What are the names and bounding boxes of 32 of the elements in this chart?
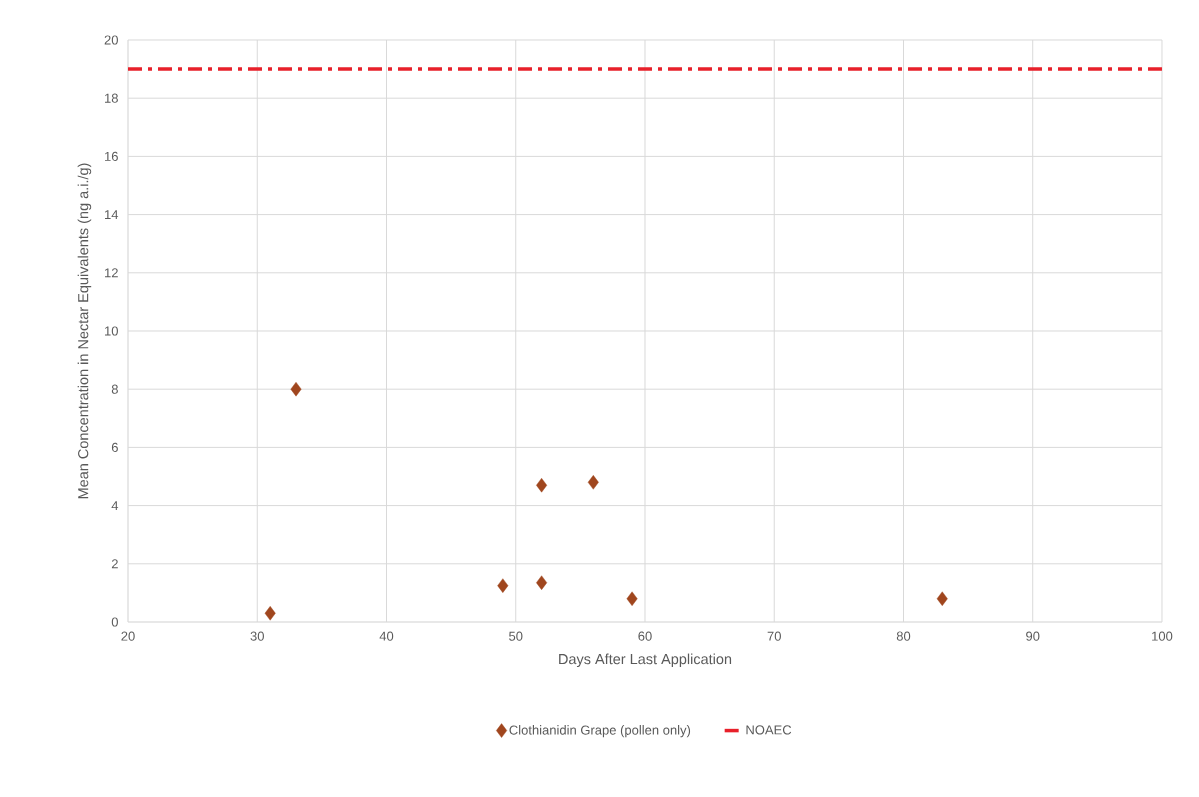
point (936, 591, 948, 606)
y-tick-label: 10 (105, 326, 118, 336)
legend-label: Clothianidin Grape (pollen only) (509, 725, 691, 738)
point (264, 606, 276, 621)
x-tick-label: 100 (1152, 631, 1173, 641)
x-tick-label: 80 (896, 631, 911, 641)
x-tick-label: 40 (379, 631, 394, 641)
y-tick-label: 20 (104, 35, 118, 45)
x-axis-title: Days After Last Application (559, 653, 732, 668)
point (626, 591, 638, 606)
y-tick-label: 8 (111, 384, 118, 394)
y-tick-label: 16 (105, 151, 118, 161)
point (497, 578, 509, 593)
x-tick-label: 30 (250, 631, 264, 641)
y-tick-label: 12 (105, 268, 118, 278)
point (536, 478, 548, 493)
x-tick-label: 90 (1026, 631, 1040, 641)
x-tick-label: 20 (121, 631, 135, 641)
point (587, 475, 599, 490)
y-tick-label: 14 (105, 210, 119, 220)
x-tick-label: 70 (767, 631, 781, 641)
x-tick-label: 60 (638, 631, 652, 641)
legend-label: NOAEC (746, 725, 792, 735)
y-tick-label: 18 (105, 93, 118, 103)
y-tick-label: 0 (111, 617, 118, 627)
y-tick-label: 4 (111, 501, 119, 511)
y-axis-title: Mean Concentration in Nectar Equivalents (ng a.i./g) (77, 163, 92, 499)
y-tick-label: 2 (111, 559, 118, 569)
point (290, 382, 302, 397)
point (536, 575, 548, 590)
y-tick-label: 6 (111, 442, 118, 452)
x-tick-label: 50 (509, 631, 523, 641)
